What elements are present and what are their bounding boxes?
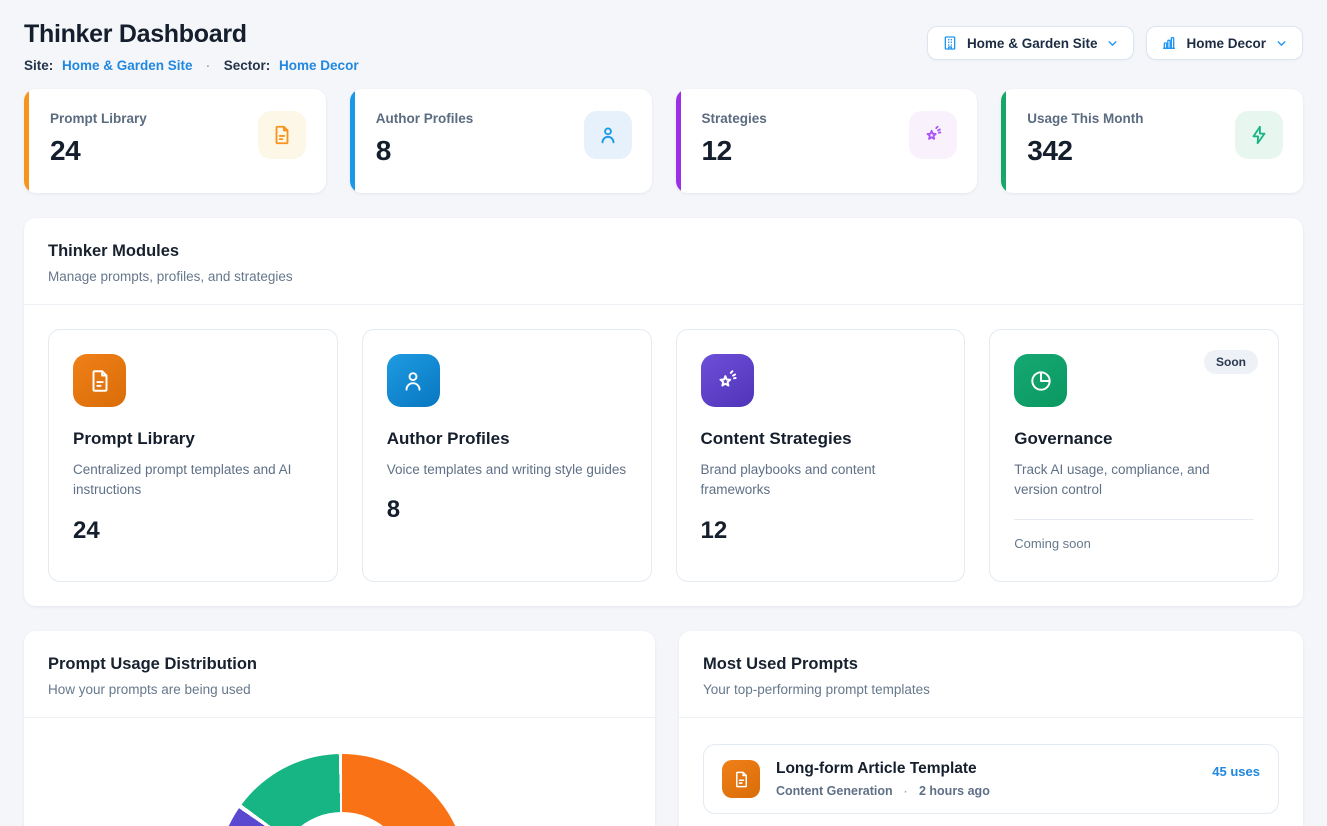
site-selector-label: Home & Garden Site [967,36,1098,51]
module-title: Prompt Library [73,429,313,449]
module-description: Track AI usage, compliance, and version … [1014,460,1254,501]
stat-label: Author Profiles [376,111,474,126]
document-icon [258,111,306,159]
modules-panel-header: Thinker Modules Manage prompts, profiles… [24,218,1303,305]
bottom-row: Prompt Usage Distribution How your promp… [24,631,1303,826]
module-card-prompt-library[interactable]: Prompt Library Centralized prompt templa… [48,329,338,582]
separator-dot: · [904,787,907,798]
sparkle-star-icon [701,354,754,407]
module-card-author-profiles[interactable]: Author Profiles Voice templates and writ… [362,329,652,582]
accent-bar [676,89,681,193]
breadcrumb: Site: Home & Garden Site · Sector: Home … [24,58,359,73]
chevron-down-icon [1106,37,1119,50]
stat-card-strategies: Strategies 12 [676,89,978,193]
stat-value: 24 [50,135,147,167]
accent-bar [1001,89,1006,193]
prompt-list-item[interactable]: Long-form Article Template Content Gener… [703,744,1279,814]
prompt-item-title: Long-form Article Template [776,760,1196,778]
module-card-governance[interactable]: Soon Governance Track AI usage, complian… [989,329,1279,582]
header-actions: Home & Garden Site Home Decor [927,26,1303,60]
donut-ring[interactable] [217,754,467,826]
separator-dot: · [206,61,210,73]
stat-value: 342 [1027,135,1143,167]
site-link[interactable]: Home & Garden Site [62,58,193,73]
module-description: Centralized prompt templates and AI inst… [73,460,313,501]
module-count: 8 [387,496,627,524]
user-icon [584,111,632,159]
stat-card-author-profiles: Author Profiles 8 [350,89,652,193]
modules-grid: Prompt Library Centralized prompt templa… [24,305,1303,606]
sparkle-star-icon [909,111,957,159]
prompt-category: Content Generation [776,784,893,798]
dashboard-page: Thinker Dashboard Site: Home & Garden Si… [0,0,1327,826]
document-icon [722,760,760,798]
stats-row: Prompt Library 24 Author Profiles 8 Stra… [24,89,1303,193]
document-icon [73,354,126,407]
prompt-item-meta: Content Generation · 2 hours ago [776,784,1196,798]
module-title: Content Strategies [701,429,941,449]
module-count: 24 [73,517,313,545]
prompt-time: 2 hours ago [919,784,990,798]
donut-hole [275,812,409,826]
sector-link[interactable]: Home Decor [279,58,359,73]
thinker-modules-panel: Thinker Modules Manage prompts, profiles… [24,218,1303,606]
stat-card-prompt-library: Prompt Library 24 [24,89,326,193]
site-selector-dropdown[interactable]: Home & Garden Site [927,26,1135,60]
stat-value: 8 [376,135,474,167]
site-label: Site: [24,58,53,73]
page-header: Thinker Dashboard Site: Home & Garden Si… [24,20,1303,73]
prompt-uses-badge: 45 uses [1212,764,1260,779]
user-icon [387,354,440,407]
module-count: 12 [701,517,941,545]
coming-soon-text: Coming soon [1014,536,1254,551]
accent-bar [350,89,355,193]
lightning-icon [1235,111,1283,159]
most-used-prompts-panel: Most Used Prompts Your top-performing pr… [679,631,1303,826]
module-card-content-strategies[interactable]: Content Strategies Brand playbooks and c… [676,329,966,582]
modules-title: Thinker Modules [48,242,1279,261]
sector-selector-label: Home Decor [1186,36,1266,51]
module-title: Governance [1014,429,1254,449]
page-title: Thinker Dashboard [24,20,359,49]
prompts-subtitle: Your top-performing prompt templates [703,682,1279,697]
divider [1014,519,1254,520]
prompts-title: Most Used Prompts [703,655,1279,674]
stat-label: Prompt Library [50,111,147,126]
chevron-down-icon [1275,37,1288,50]
usage-subtitle: How your prompts are being used [48,682,631,697]
stat-value: 12 [702,135,767,167]
accent-bar [24,89,29,193]
modules-subtitle: Manage prompts, profiles, and strategies [48,269,1279,284]
bar-chart-icon [1161,35,1177,51]
sector-label: Sector: [224,58,271,73]
pie-chart-icon [1014,354,1067,407]
stat-card-usage: Usage This Month 342 [1001,89,1303,193]
usage-title: Prompt Usage Distribution [48,655,631,674]
sector-selector-dropdown[interactable]: Home Decor [1146,26,1303,60]
module-title: Author Profiles [387,429,627,449]
stat-label: Strategies [702,111,767,126]
module-description: Brand playbooks and content frameworks [701,460,941,501]
prompt-list: Long-form Article Template Content Gener… [679,718,1303,826]
stat-label: Usage This Month [1027,111,1143,126]
donut-chart: 15% [24,718,655,826]
header-left: Thinker Dashboard Site: Home & Garden Si… [24,20,359,73]
building-icon [942,35,958,51]
prompts-panel-header: Most Used Prompts Your top-performing pr… [679,631,1303,718]
module-description: Voice templates and writing style guides [387,460,627,480]
soon-badge: Soon [1204,350,1258,374]
usage-panel-header: Prompt Usage Distribution How your promp… [24,631,655,718]
usage-distribution-panel: Prompt Usage Distribution How your promp… [24,631,655,826]
